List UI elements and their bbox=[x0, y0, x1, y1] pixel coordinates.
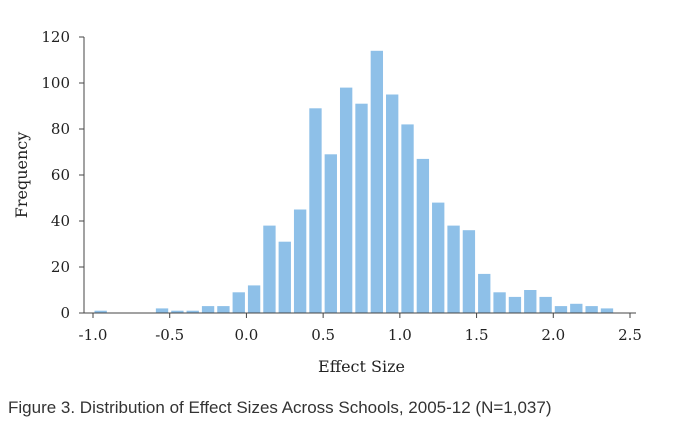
y-tick-label: 0 bbox=[60, 304, 70, 322]
histogram-bar bbox=[370, 50, 384, 314]
histogram-bar bbox=[355, 103, 368, 313]
histogram-bar bbox=[232, 292, 245, 313]
y-tick-label: 120 bbox=[41, 28, 70, 46]
histogram-bar bbox=[539, 296, 552, 313]
histogram-bar bbox=[263, 225, 276, 313]
x-tick-label: 2.5 bbox=[618, 326, 642, 344]
x-tick-label: -1.0 bbox=[79, 326, 108, 344]
histogram-bar bbox=[585, 306, 598, 313]
bars-group bbox=[94, 50, 614, 314]
histogram-bar bbox=[324, 154, 337, 313]
y-tick-label: 40 bbox=[51, 212, 70, 230]
x-tick-label: 0.0 bbox=[234, 326, 258, 344]
histogram-bar bbox=[462, 230, 476, 313]
histogram-chart: 0 20 40 60 80 100 120 -1.0 -0.5 0.0 0.5 1.0 1.5 2.0 2… bbox=[12, 28, 642, 376]
histogram-bar bbox=[493, 292, 506, 313]
histogram-bar bbox=[386, 94, 399, 313]
histogram-bar bbox=[201, 306, 215, 313]
histogram-bar bbox=[293, 209, 307, 313]
histogram-bar bbox=[432, 202, 445, 313]
histogram-bar bbox=[554, 306, 568, 313]
histogram-bar bbox=[524, 290, 537, 313]
histogram-bar bbox=[171, 310, 184, 313]
y-tick-label: 100 bbox=[41, 74, 70, 92]
histogram-bar bbox=[217, 306, 230, 313]
histogram-bar bbox=[339, 87, 353, 313]
histogram-bar bbox=[94, 310, 107, 313]
y-axis-title: Frequency bbox=[12, 132, 31, 219]
x-tick-label: 1.5 bbox=[465, 326, 489, 344]
histogram-bar bbox=[186, 310, 199, 313]
histogram-bar bbox=[416, 158, 430, 313]
y-tick-label: 60 bbox=[51, 166, 70, 184]
y-tick-label: 80 bbox=[51, 120, 70, 138]
y-ticks-group: 0 20 40 60 80 100 120 bbox=[41, 28, 84, 322]
histogram-bar bbox=[478, 273, 491, 313]
histogram-bar bbox=[508, 296, 522, 313]
x-tick-label: -0.5 bbox=[155, 326, 184, 344]
figure-caption: Figure 3. Distribution of Effect Sizes A… bbox=[8, 398, 552, 417]
y-tick-label: 20 bbox=[51, 258, 70, 276]
x-tick-label: 1.0 bbox=[388, 326, 412, 344]
histogram-bar bbox=[278, 241, 291, 313]
x-tick-label: 0.5 bbox=[311, 326, 335, 344]
histogram-bar bbox=[155, 308, 169, 313]
histogram-bar bbox=[247, 285, 261, 313]
x-axis-title: Effect Size bbox=[318, 357, 405, 376]
histogram-bar bbox=[447, 225, 460, 313]
x-ticks-group: -1.0 -0.5 0.0 0.5 1.0 1.5 2.0 2.5 bbox=[79, 313, 642, 344]
x-tick-label: 2.0 bbox=[541, 326, 565, 344]
histogram-bar bbox=[401, 124, 414, 314]
histogram-bar bbox=[600, 308, 614, 313]
histogram-bar bbox=[570, 303, 583, 313]
histogram-bar bbox=[309, 108, 322, 313]
